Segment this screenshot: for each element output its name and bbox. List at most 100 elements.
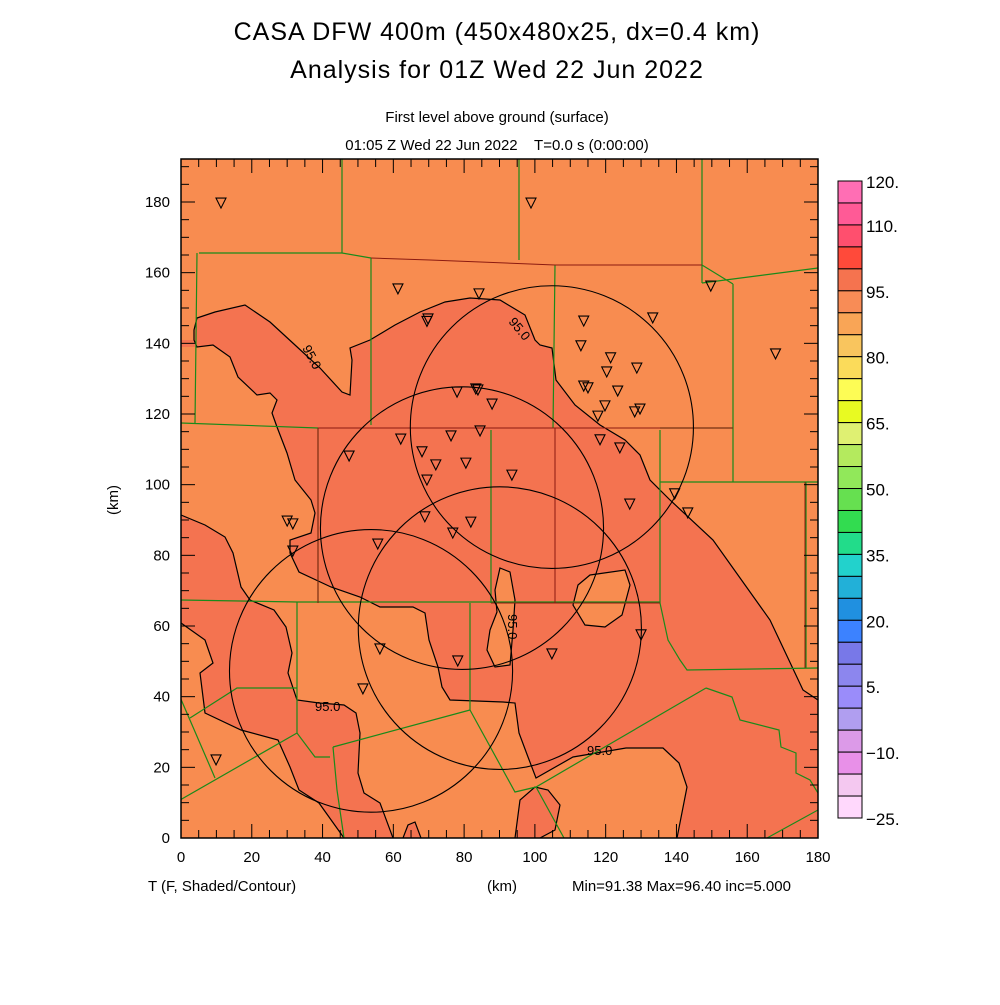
- title-line1: CASA DFW 400m (450x480x25, dx=0.4 km): [234, 18, 761, 46]
- radar-range-ring: [409, 285, 694, 569]
- y-tick-label: 180: [145, 194, 170, 211]
- station-triangle-icon: [545, 648, 558, 661]
- x-tick-label: 0: [177, 849, 185, 866]
- shading-95-100-island: [515, 787, 560, 838]
- station-triangle-icon: [357, 683, 369, 696]
- shading-90-95-central: [181, 345, 687, 838]
- title-line2: Analysis for 01Z Wed 22 Jun 2022: [290, 56, 704, 84]
- station-triangle-icon: [623, 498, 636, 511]
- station-triangle-icon: [769, 348, 782, 361]
- station-triangle-icon: [577, 315, 590, 328]
- x-tick-label: 160: [735, 849, 760, 866]
- station-triangle-icon: [635, 629, 647, 642]
- station-triangle-icon: [474, 425, 486, 438]
- colorbar-bin: [837, 246, 863, 270]
- station-triangle-icon: [577, 380, 590, 393]
- contour-95: [181, 297, 818, 838]
- station-triangle-icon: [575, 340, 587, 353]
- station-triangle-icon: [634, 403, 646, 416]
- station-triangle-icon: [604, 352, 617, 365]
- colorbar-bin: [837, 312, 863, 336]
- station-triangle-icon: [445, 430, 457, 443]
- colorbar-label: 65.: [866, 415, 890, 434]
- colorbar-label: −10.: [866, 744, 900, 763]
- station-triangle-icon: [446, 527, 459, 540]
- station-triangle-icon: [429, 459, 442, 472]
- station-triangle-icon: [373, 643, 386, 656]
- station-triangle-icon: [416, 446, 428, 459]
- station-triangle-icon: [505, 469, 518, 482]
- colorbar-bin: [837, 290, 863, 314]
- station-triangle-icon: [525, 197, 537, 210]
- station-triangle-icon: [599, 400, 611, 413]
- colorbar-bin: [837, 597, 863, 621]
- y-tick-label: 120: [145, 406, 170, 423]
- colorbar-bin: [837, 356, 863, 380]
- contour-label: 95.0: [505, 614, 520, 639]
- x-tick-label: 60: [385, 849, 402, 866]
- y-tick-label: 0: [162, 830, 170, 847]
- colorbar-bin: [837, 663, 863, 687]
- station-triangle-icon: [486, 398, 498, 411]
- colorbar-bin: [837, 466, 863, 490]
- colorbar-label: 120.: [866, 173, 899, 192]
- colorbar-label: 5.: [866, 678, 880, 697]
- station-triangle-icon: [459, 457, 472, 470]
- station-triangle-icon: [421, 315, 433, 328]
- y-tick-label: 80: [153, 547, 170, 564]
- x-tick-label: 20: [243, 849, 260, 866]
- station-triangle-icon: [286, 545, 299, 558]
- station-triangle-icon: [472, 384, 484, 397]
- station-triangle-icon: [281, 515, 294, 528]
- colorbar-bin: [837, 685, 863, 709]
- radar-range-rings: [228, 285, 694, 813]
- y-tick-label: 140: [145, 335, 170, 352]
- station-triangle-icon: [591, 410, 604, 423]
- x-tick-label: 100: [522, 849, 547, 866]
- colorbar-bin: [837, 224, 863, 248]
- colorbar-label: −25.: [866, 810, 900, 829]
- colorbar-label: 35.: [866, 546, 890, 565]
- axes: 0 20 40 60 80 100 120 140 160 180 0 20 40 60 80 100 120 1…: [145, 159, 831, 866]
- station-triangle-icon: [600, 366, 613, 379]
- station-triangle-icon: [681, 507, 694, 520]
- y-axis-label: (km): [105, 485, 122, 515]
- station-triangle-icon: [464, 516, 477, 529]
- station-triangle-icon: [286, 518, 299, 531]
- colorbar-bin: [837, 575, 863, 599]
- station-triangle-icon: [421, 474, 433, 487]
- station-triangle-icon: [594, 434, 606, 447]
- time-subtitle: 01:05 Z Wed 22 Jun 2022 T=0.0 s (0:00:00…: [345, 137, 648, 154]
- station-triangle-icon: [646, 312, 659, 325]
- colorbar-bin: [837, 400, 863, 424]
- station-triangle-icon: [392, 283, 404, 296]
- colorbar-label: 20.: [866, 612, 890, 631]
- colorbar-bin: [837, 268, 863, 292]
- radar-range-ring: [228, 528, 514, 813]
- station-triangle-icon: [210, 754, 222, 767]
- station-triangle-icon: [668, 488, 681, 501]
- y-tick-label: 160: [145, 265, 170, 282]
- y-tick-label: 100: [145, 477, 170, 494]
- shading-90-95-island-1: [487, 568, 515, 667]
- colorbar-bin: [837, 378, 863, 402]
- shading-90-95-southwest: [181, 623, 344, 838]
- x-tick-label: 120: [593, 849, 618, 866]
- shading-90-95-north: [181, 159, 818, 700]
- station-triangle-icon: [451, 655, 464, 668]
- colorbar: 120. 110. 95. 80. 65. 50. 35. 20. 5. −10. −25.: [837, 173, 900, 829]
- field-stats: Min=91.38 Max=96.40 inc=5.000: [572, 878, 791, 895]
- level-subtitle: First level above ground (surface): [385, 109, 608, 126]
- colorbar-bin: [837, 641, 863, 665]
- colorbar-bin: [837, 180, 863, 204]
- station-triangle-icon: [469, 383, 482, 396]
- y-tick-label: 20: [153, 759, 170, 776]
- x-tick-label: 80: [456, 849, 473, 866]
- map-plot: 95.0 95.0 95.0 95.0 95.0: [181, 159, 818, 838]
- station-triangle-icon: [611, 385, 624, 398]
- station-markers: [210, 197, 782, 767]
- colorbar-bin: [837, 202, 863, 226]
- x-tick-label: 40: [314, 849, 331, 866]
- station-triangle-icon: [628, 406, 641, 419]
